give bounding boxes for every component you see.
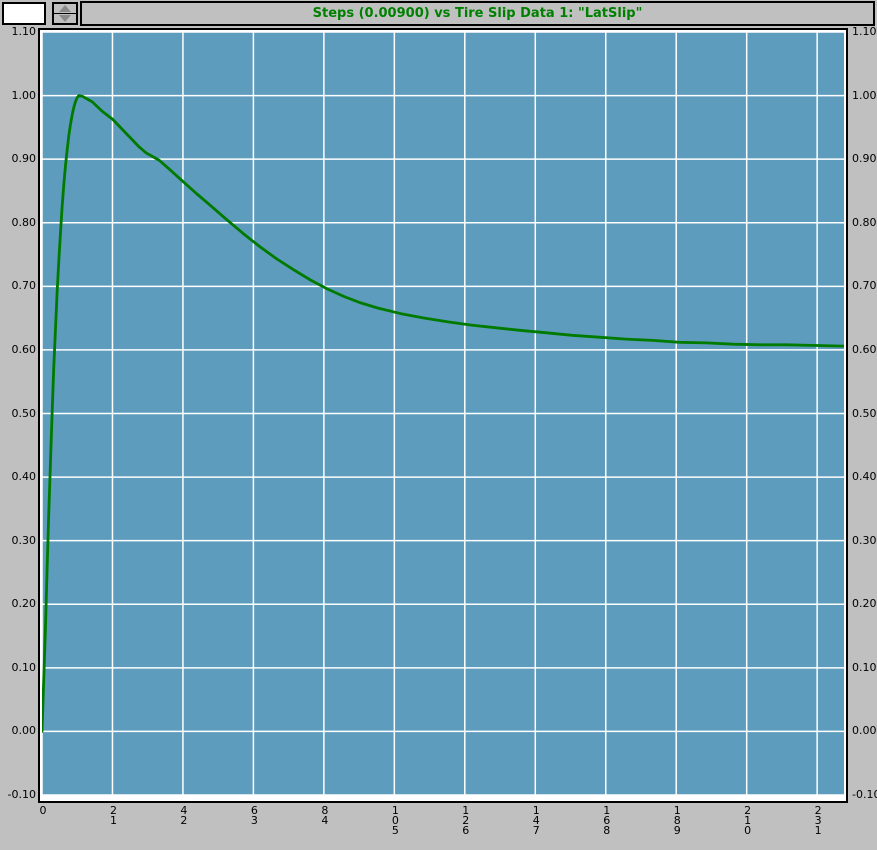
x-tick-label: 0 xyxy=(39,804,47,817)
value-box[interactable] xyxy=(2,2,46,25)
y-tick-label-left: 0.80 xyxy=(11,215,37,229)
curve-latslip xyxy=(42,94,844,733)
x-tick-label: 189 xyxy=(673,804,681,837)
x-tick-label: 231 xyxy=(814,804,822,837)
spinner-down-button[interactable] xyxy=(54,14,76,23)
y-tick-label-left: 0.40 xyxy=(11,470,37,484)
y-tick-label-right: 0.30 xyxy=(852,533,877,547)
plot-area[interactable] xyxy=(42,32,844,795)
y-tick-label-left: 0.70 xyxy=(11,279,37,293)
y-tick-label-right: 0.10 xyxy=(852,660,877,674)
x-tick-label: 147 xyxy=(532,804,540,837)
toolbar: Steps (0.00900) vs Tire Slip Data 1: "La… xyxy=(0,0,877,27)
spinner-up-button[interactable] xyxy=(54,4,76,14)
y-tick-label-right: 0.80 xyxy=(852,215,877,229)
chart-title-bar: Steps (0.00900) vs Tire Slip Data 1: "La… xyxy=(80,1,875,26)
chart-title: Steps (0.00900) vs Tire Slip Data 1: "La… xyxy=(312,6,643,21)
y-tick-label-right: 0.50 xyxy=(852,406,877,420)
y-tick-label-right: 0.20 xyxy=(852,597,877,611)
y-tick-label-right: 1.10 xyxy=(852,25,877,38)
y-tick-label-right: 0.90 xyxy=(852,152,877,166)
x-tick-label: 63 xyxy=(250,804,258,827)
y-tick-label-left: 0.50 xyxy=(11,406,37,420)
y-tick-label-right: 0.40 xyxy=(852,470,877,484)
x-tick-label: 126 xyxy=(462,804,470,837)
x-tick-label: 21 xyxy=(109,804,117,827)
x-tick-label: 84 xyxy=(321,804,329,827)
x-tick-label: 42 xyxy=(180,804,188,827)
y-tick-label-left: 0.30 xyxy=(11,533,37,547)
x-tick-label: 105 xyxy=(391,804,399,837)
y-tick-label-left: 0.90 xyxy=(11,152,37,166)
y-tick-label-right: 0.60 xyxy=(852,342,877,356)
y-tick-label-left: 0.10 xyxy=(11,660,37,674)
up-arrow-icon xyxy=(59,5,71,12)
y-tick-label-left: 0.00 xyxy=(11,724,37,738)
down-arrow-icon xyxy=(59,15,71,22)
y-tick-label-right: 0.70 xyxy=(852,279,877,293)
step-spinner xyxy=(52,2,78,25)
x-tick-label: 210 xyxy=(744,804,752,837)
y-tick-label-right: -0.10 xyxy=(852,788,877,801)
plot-frame xyxy=(38,28,848,803)
x-tick-label: 168 xyxy=(603,804,611,837)
y-tick-label-left: 0.20 xyxy=(11,597,37,611)
y-tick-label-left: -0.10 xyxy=(7,788,36,801)
y-tick-label-left: 1.10 xyxy=(11,25,37,38)
y-tick-label-left: 0.60 xyxy=(11,342,37,356)
y-tick-label-left: 1.00 xyxy=(11,88,37,102)
chart-canvas xyxy=(42,32,844,795)
y-tick-label-right: 1.00 xyxy=(852,88,877,102)
y-tick-label-right: 0.00 xyxy=(852,724,877,738)
